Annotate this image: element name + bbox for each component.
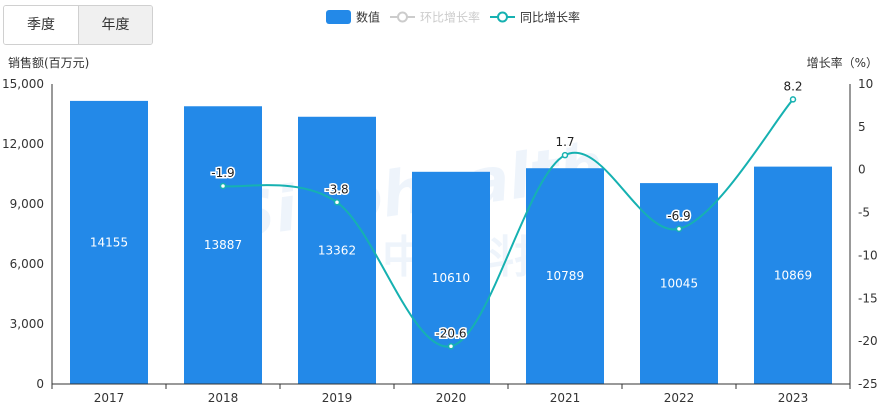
bar-value-label: 14155	[90, 235, 128, 249]
yoy-point-2018[interactable]	[219, 182, 227, 190]
legend-swatch-bar	[326, 10, 351, 24]
legend-label: 同比增长率	[520, 10, 580, 25]
yoy-value-label: -20.6	[435, 326, 466, 340]
quarter-tab[interactable]: 季度	[4, 6, 78, 44]
y-left-axis-title: 销售额(百万元)	[8, 55, 89, 70]
y-left-tick-label: 0	[36, 377, 44, 391]
bar-2018[interactable]	[184, 106, 262, 384]
bar-value-label: 10610	[432, 271, 470, 285]
y-right-tick-label: -25	[858, 377, 878, 391]
bar-2022[interactable]	[640, 183, 718, 384]
x-tick-label: 2019	[322, 391, 353, 405]
bar-value-label: 13362	[318, 243, 356, 257]
bar-value-label: 13887	[204, 238, 242, 252]
legend-item-0[interactable]: 数值	[326, 10, 380, 25]
y-left-tick-label: 6,000	[10, 257, 44, 271]
y-right-tick-label: -10	[858, 248, 878, 262]
period-toggle: 季度 年度	[3, 5, 153, 45]
x-tick-label: 2021	[550, 391, 581, 405]
yoy-point-2019[interactable]	[333, 199, 341, 206]
x-tick-label: 2017	[94, 391, 125, 405]
year-tab[interactable]: 年度	[78, 6, 152, 44]
yoy-value-label: 1.7	[555, 135, 574, 149]
bar-value-label: 10045	[660, 277, 698, 291]
bar-series: 14155 13887 13362 10610 10789 10045 10869	[70, 100, 832, 385]
legend: 数值 环比增长率 同比增长率	[326, 10, 580, 25]
bar-2023[interactable]	[754, 166, 832, 384]
yoy-point-2022[interactable]	[675, 225, 683, 233]
yoy-value-label: 8.2	[783, 79, 802, 93]
y-right-tick-label: 0	[858, 163, 866, 177]
legend-item-2[interactable]: 同比增长率	[490, 10, 580, 25]
legend-swatch-marker	[497, 11, 508, 23]
x-tick-label: 2018	[208, 391, 239, 405]
y-left-tick-label: 3,000	[10, 317, 44, 331]
yoy-value-label: -6.9	[667, 209, 690, 223]
y-right-axis: -25 -20 -15 -10 -5 0 5 10	[849, 77, 878, 391]
bar-value-label: 10789	[546, 269, 584, 283]
y-left-tick-label: 9,000	[10, 197, 44, 211]
x-tick-label: 2022	[664, 391, 695, 405]
bar-2021[interactable]	[526, 168, 604, 384]
y-right-tick-label: 10	[858, 77, 873, 91]
yoy-point-2020[interactable]	[447, 343, 455, 350]
y-left-axis: 0 3,000 6,000 9,000 12,000 15,000	[2, 77, 53, 391]
yoy-value-label: -1.9	[211, 166, 234, 180]
bar-2019[interactable]	[298, 116, 376, 384]
y-right-tick-label: 5	[858, 120, 866, 134]
y-right-tick-label: -15	[858, 291, 878, 305]
y-right-tick-label: -20	[858, 334, 878, 348]
yoy-value-label: -3.8	[325, 182, 348, 196]
bar-2017[interactable]	[70, 100, 148, 385]
y-right-tick-label: -5	[858, 206, 870, 220]
y-left-tick-label: 15,000	[2, 77, 44, 91]
y-left-tick-label: 12,000	[2, 137, 44, 151]
legend-item-1[interactable]: 环比增长率	[390, 10, 480, 25]
x-tick-label: 2023	[778, 391, 809, 405]
legend-label: 数值	[356, 10, 380, 25]
x-axis: 2017 2018 2019 2020 2021 2022 2023	[51, 383, 851, 405]
legend-label: 环比增长率	[420, 10, 480, 25]
yoy-line-series: -1.9 -3.8 -20.6 1.7 -6.9 8.2	[210, 78, 804, 350]
yoy-point-2023[interactable]	[789, 96, 797, 103]
yoy-point-2021[interactable]	[561, 151, 569, 159]
bar-value-label: 10869	[774, 268, 812, 282]
legend-swatch-marker	[397, 11, 408, 23]
x-tick-label: 2020	[436, 391, 467, 405]
y-right-axis-title: 增长率（%）	[807, 55, 878, 70]
